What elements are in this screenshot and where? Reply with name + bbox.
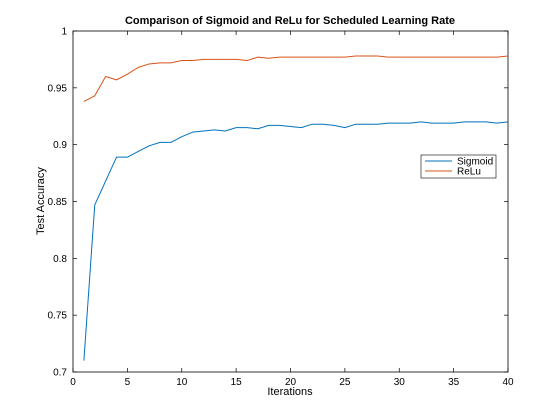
y-ticks: 0.7 0.75 0.8 0.85 0.9 0.95 1 bbox=[48, 27, 508, 379]
x-tick-label: 35 bbox=[448, 377, 460, 388]
x-tick-label: 0 bbox=[70, 377, 76, 388]
x-ticks: 0 5 10 15 20 25 30 35 40 bbox=[70, 31, 514, 388]
x-tick-label: 20 bbox=[285, 377, 297, 388]
y-tick-label: 0.7 bbox=[53, 368, 67, 379]
y-tick-label: 0.9 bbox=[53, 140, 67, 151]
x-tick-label: 30 bbox=[394, 377, 406, 388]
x-tick-label: 25 bbox=[339, 377, 351, 388]
x-tick-label: 15 bbox=[231, 377, 243, 388]
legend-label-sigmoid: Sigmoid bbox=[457, 157, 493, 168]
x-axis-label: Iterations bbox=[267, 386, 313, 398]
y-tick-label: 0.95 bbox=[48, 83, 68, 94]
y-axis-label: Test Accuracy bbox=[35, 167, 47, 235]
y-tick-label: 0.8 bbox=[53, 254, 67, 265]
series-line-sigmoid bbox=[83, 121, 509, 361]
series-lines bbox=[83, 55, 509, 361]
x-tick-label: 40 bbox=[502, 377, 514, 388]
y-tick-label: 0.75 bbox=[48, 311, 68, 322]
axes-box bbox=[72, 30, 509, 373]
chart-title: Comparison of Sigmoid and ReLu for Sched… bbox=[125, 15, 455, 27]
x-tick-label: 10 bbox=[176, 377, 188, 388]
y-tick-label: 0.85 bbox=[48, 197, 68, 208]
legend-label-relu: ReLu bbox=[457, 167, 481, 178]
x-tick-label: 5 bbox=[125, 377, 131, 388]
series-line-relu bbox=[83, 55, 509, 102]
plot-area: 0 5 10 15 20 25 30 35 40 0.7 0.75 0.8 0.85 0.9 0.95 1 bbox=[48, 27, 514, 389]
y-tick-label: 1 bbox=[61, 27, 67, 38]
